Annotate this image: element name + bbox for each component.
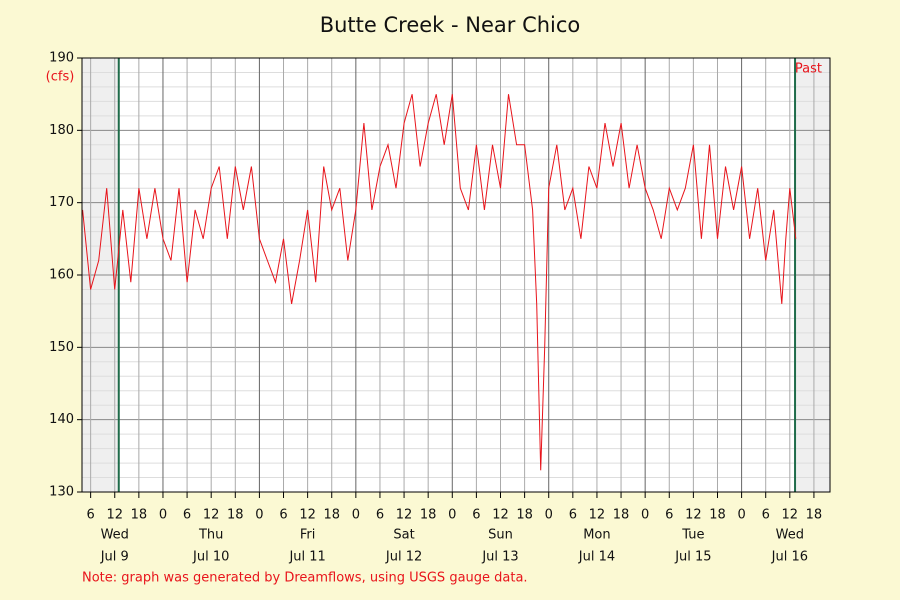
x-date-label: Jul 14 — [578, 550, 615, 565]
x-date-label: Jul 13 — [481, 550, 518, 565]
x-tick-label: 6 — [569, 508, 577, 523]
x-tick-label: 0 — [448, 508, 456, 523]
x-tick-label: 0 — [159, 508, 167, 523]
x-tick-label: 12 — [589, 508, 606, 523]
x-date-label: Jul 15 — [674, 550, 711, 565]
x-tick-label: 6 — [183, 508, 191, 523]
y-tick-label: 140 — [49, 412, 74, 427]
x-tick-label: 12 — [106, 508, 123, 523]
x-tick-label: 18 — [323, 508, 340, 523]
x-tick-label: 0 — [545, 508, 553, 523]
x-tick-label: 6 — [279, 508, 287, 523]
x-day-label: Sun — [488, 528, 513, 543]
x-tick-label: 6 — [762, 508, 770, 523]
x-tick-label: 0 — [737, 508, 745, 523]
x-tick-label: 18 — [227, 508, 244, 523]
x-date-label: Jul 12 — [385, 550, 422, 565]
x-day-label: Sat — [393, 528, 414, 543]
x-tick-label: 18 — [516, 508, 533, 523]
x-tick-label: 6 — [472, 508, 480, 523]
x-day-label: Wed — [776, 528, 804, 543]
x-date-label: Jul 16 — [771, 550, 808, 565]
x-tick-label: 12 — [203, 508, 220, 523]
note: Note: graph was generated by Dreamflows,… — [82, 571, 528, 586]
plot-frame — [81, 57, 831, 493]
annotation: Past — [795, 62, 822, 77]
y-unit: (cfs) — [46, 70, 75, 85]
x-day-label: Fri — [300, 528, 316, 543]
x-tick-label: 18 — [613, 508, 630, 523]
x-tick-label: 12 — [685, 508, 702, 523]
x-tick-label: 12 — [782, 508, 799, 523]
data-line — [82, 94, 797, 471]
y-tick-label: 160 — [49, 268, 74, 283]
x-day-label: Wed — [101, 528, 129, 543]
x-day-label: Mon — [583, 528, 610, 543]
x-tick-label: 12 — [492, 508, 509, 523]
x-tick-label: 6 — [665, 508, 673, 523]
y-tick-label: 190 — [49, 51, 74, 66]
y-tick-label: 180 — [49, 123, 74, 138]
x-tick-label: 18 — [131, 508, 148, 523]
x-date-label: Jul 9 — [100, 550, 129, 565]
x-tick-label: 18 — [420, 508, 437, 523]
x-tick-label: 18 — [709, 508, 726, 523]
x-tick-label: 12 — [396, 508, 413, 523]
x-date-label: Jul 10 — [192, 550, 229, 565]
y-tick-label: 170 — [49, 195, 74, 210]
x-date-label: Jul 11 — [288, 550, 325, 565]
x-tick-label: 18 — [806, 508, 823, 523]
x-tick-label: 0 — [641, 508, 649, 523]
x-tick-label: 6 — [376, 508, 384, 523]
x-tick-label: 12 — [299, 508, 316, 523]
y-tick-label: 130 — [49, 485, 74, 500]
x-day-label: Tue — [681, 528, 704, 543]
x-tick-label: 6 — [86, 508, 94, 523]
x-tick-label: 0 — [255, 508, 263, 523]
x-tick-label: 0 — [352, 508, 360, 523]
x-day-label: Thu — [198, 528, 223, 543]
chart-title: Butte Creek - Near Chico — [320, 13, 581, 37]
y-tick-label: 150 — [49, 340, 74, 355]
